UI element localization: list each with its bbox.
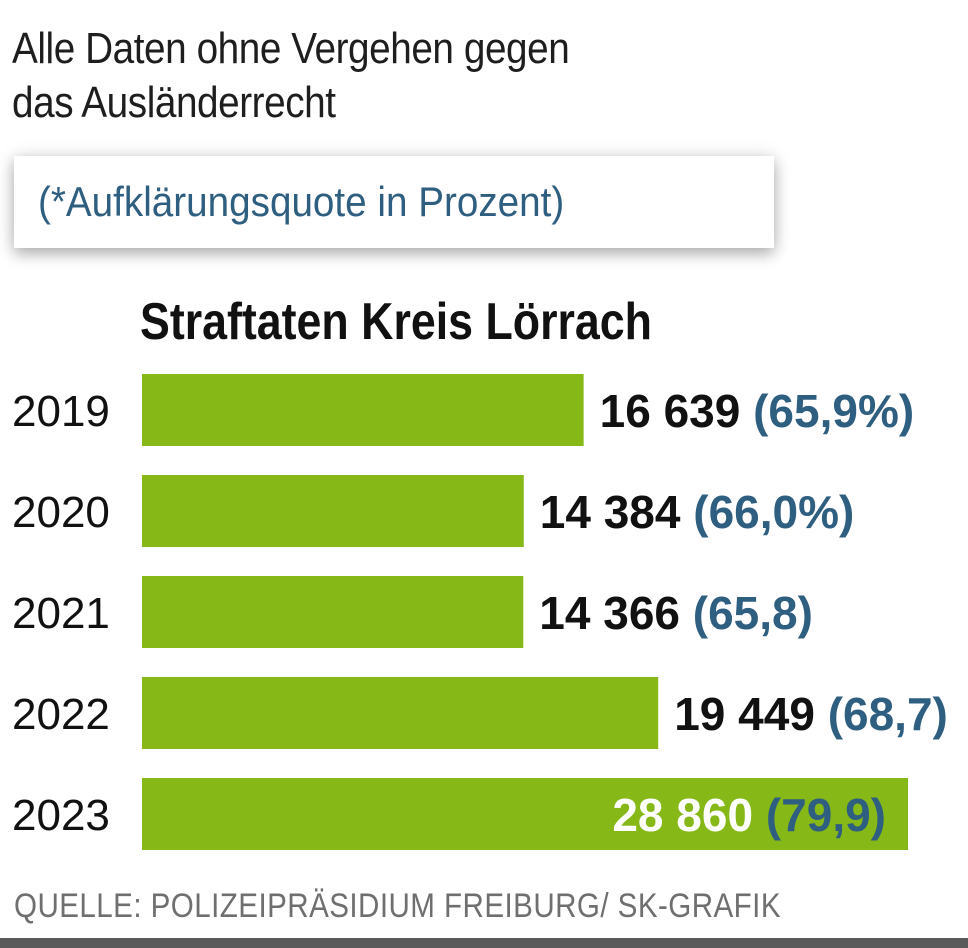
value-label-2023: 28 860 (79,9) [612,789,886,841]
value-number-2022: 19 449 [674,688,827,740]
year-label-2023: 2023 [12,791,110,840]
clearance-rate-2021: (65,8) [693,587,813,639]
year-label-2021: 2021 [12,589,110,638]
note-box [14,156,774,248]
clearance-rate-2019: (65,9%) [753,385,914,437]
source-credit: QUELLE: POLIZEIPRÄSIDIUM FREIBURG/ SK-GR… [14,887,782,925]
bar-2022 [142,677,659,749]
bar-2019 [142,374,584,446]
value-label-2020: 14 384 (66,0%) [540,486,855,538]
value-label-2022: 19 449 (68,7) [674,688,948,740]
bar-2023 [142,778,908,850]
headline: Alle Daten ohne Vergehen gegen das Auslä… [12,22,839,130]
chart-title: Straftaten Kreis Lörrach [140,293,652,351]
value-label-2021: 14 366 (65,8) [539,587,813,639]
bar-2020 [142,475,524,547]
value-number-2019: 16 639 [600,385,753,437]
year-label-2020: 2020 [12,488,110,537]
value-number-2021: 14 366 [539,587,692,639]
value-label-2019: 16 639 (65,9%) [600,385,915,437]
clearance-rate-2022: (68,7) [828,688,948,740]
year-label-2022: 2022 [12,690,110,739]
value-number-2020: 14 384 [540,486,693,538]
clearance-rate-note: (*Aufklärungsquote in Prozent) [38,178,565,225]
year-label-2019: 2019 [12,387,110,436]
bottom-rule [0,938,968,948]
headline-line-2: das Ausländerrecht [12,78,336,127]
clearance-rate-2023: (79,9) [766,789,886,841]
headline-line-1: Alle Daten ohne Vergehen gegen [12,24,570,73]
clearance-rate-2020: (66,0%) [693,486,854,538]
bar-2021 [142,576,524,648]
value-number-2023: 28 860 [612,789,765,841]
